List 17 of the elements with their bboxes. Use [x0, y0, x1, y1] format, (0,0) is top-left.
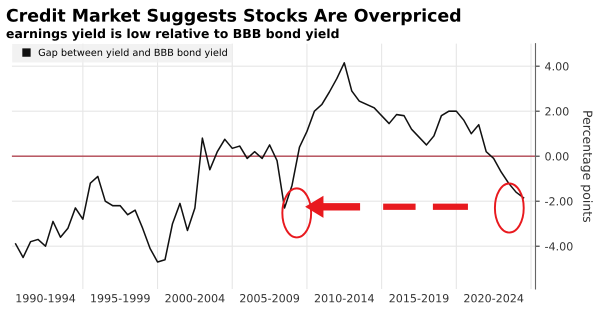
x-tick-label: 2015-2019 [390, 294, 448, 302]
legend-label: Gap between yield and BBB bond yield [38, 48, 227, 58]
y-tick-label: 4.00 [545, 62, 569, 71]
y-tick-label: -2.00 [545, 197, 573, 206]
y-tick-label: -4.00 [545, 242, 573, 251]
x-tick-label: 2020-2024 [464, 294, 524, 302]
chart-subtitle: earnings yield is low relative to BBB bond yield [6, 28, 338, 41]
x-tick-label: 1995-1999 [91, 294, 150, 302]
chart-title: Credit Market Suggests Stocks Are Overpriced [6, 8, 460, 26]
y-tick-label: 2.00 [545, 107, 569, 116]
line-series [14, 62, 524, 263]
y-tick-label: 0.00 [545, 152, 569, 161]
x-tick-label: 2010-2014 [314, 294, 374, 302]
x-tick-label: 1990-1994 [16, 294, 76, 302]
y-axis-title: Percentage points [580, 111, 593, 222]
x-tick-label: 2005-2009 [240, 294, 300, 302]
x-tick-label: 2000-2004 [165, 294, 225, 302]
